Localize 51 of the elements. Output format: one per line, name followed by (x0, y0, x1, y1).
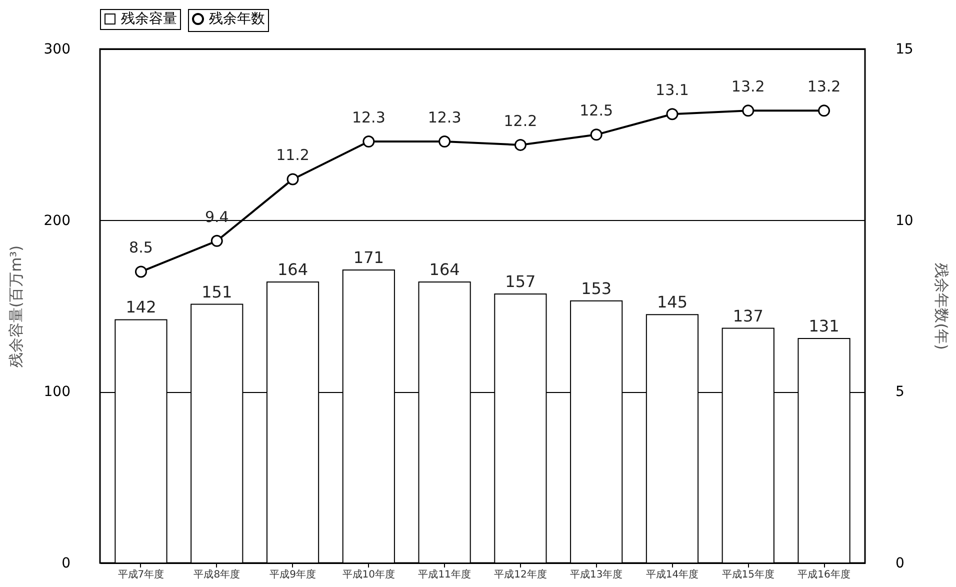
y2-tick-label: 10 (896, 212, 914, 229)
y-tick-label: 0 (62, 556, 70, 572)
y-tick-label: 100 (44, 384, 70, 400)
x-tick-label: 平成13年度 (570, 568, 623, 580)
data-label: 13.1 (656, 81, 689, 100)
x-tick-label: 平成16年度 (798, 568, 850, 580)
point (134, 266, 147, 278)
point (362, 136, 375, 148)
x-tick-label: 平成8年度 (194, 568, 240, 580)
x-tick-label: 平成12年度 (494, 568, 547, 580)
y-axis-title: 残余容量(百万m³) (6, 245, 25, 368)
data-label: 153 (581, 278, 612, 298)
y-tick-label: 200 (44, 212, 70, 229)
data-label: 12.2 (504, 112, 538, 130)
data-label: 164 (429, 260, 460, 280)
data-label: 12.3 (428, 108, 462, 127)
data-label: 157 (505, 272, 536, 292)
data-label: 151 (202, 282, 232, 302)
data-label: 164 (277, 260, 308, 280)
y2-tick-label: 15 (896, 42, 914, 58)
data-label: 137 (732, 306, 764, 326)
data-label: 145 (656, 292, 688, 312)
data-label: 142 (126, 298, 156, 317)
x-tick-label: 平成15年度 (722, 568, 774, 580)
point (286, 173, 299, 186)
y-tick-label: 300 (44, 42, 70, 58)
legend-label: 残余容量 (121, 11, 177, 27)
legend-label: 残余年数 (209, 11, 265, 27)
x-tick-label: 平成10年度 (342, 568, 396, 580)
data-label: 12.5 (580, 102, 614, 120)
point (438, 136, 451, 148)
point (590, 128, 602, 141)
point (210, 234, 223, 247)
data-label: 11.2 (276, 146, 310, 164)
data-label: 131 (808, 316, 840, 336)
point (742, 104, 754, 117)
x-tick-label: 平成11年度 (418, 568, 471, 580)
x-tick-label: 平成14年度 (646, 568, 699, 580)
y2-axis-title: 残余年数(年) (932, 263, 950, 350)
data-label: 8.5 (129, 238, 153, 257)
data-label: 12.3 (352, 108, 386, 127)
point (666, 108, 678, 120)
x-tick-label: 平成7年度 (118, 568, 164, 580)
data-label: 13.2 (807, 78, 841, 96)
point (514, 138, 526, 151)
data-label: 13.2 (731, 78, 765, 96)
x-tick-label: 平成9年度 (270, 568, 316, 580)
y2-tick-label: 5 (896, 384, 904, 400)
point (818, 104, 830, 117)
y2-tick-label: 0 (896, 556, 904, 572)
data-label: 171 (353, 248, 384, 268)
